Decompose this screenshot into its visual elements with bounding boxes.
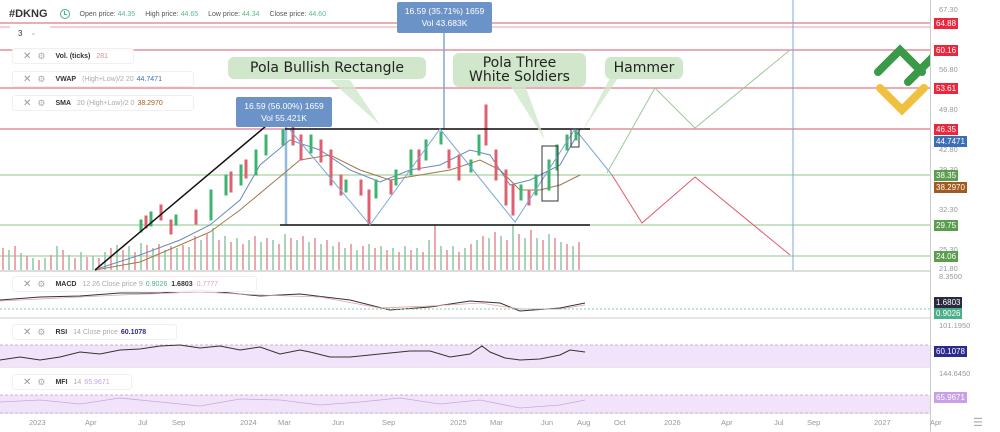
annotation-hammer[interactable]: Hammer (605, 57, 683, 79)
vwap-label: 44.7471 (934, 136, 967, 147)
support-levels (0, 174, 930, 257)
signal-label: 0.9026 (934, 308, 963, 319)
annotation-three-white-soldiers[interactable]: Pola Three White Soldiers (453, 53, 586, 87)
close-price: Close price: 44.60 (269, 10, 326, 18)
legend-rsi: ✕ ⚙ RSI 14 Close price 60.1078 (12, 324, 177, 340)
annotation-bullish-rectangle[interactable]: Pola Bullish Rectangle (228, 57, 426, 79)
timeframe-select[interactable]: 3 ⌄ (10, 26, 50, 40)
legend-macd: ✕ ⚙ MACD 12 26 Close price 9 0.9026 1.6803… (12, 276, 257, 292)
mfi-label: 65.9671 (934, 392, 967, 403)
vwap-line (99, 129, 581, 269)
level-label: 60.16 (934, 45, 959, 56)
legend-volume: ✕ ⚙ Vol. (ticks) 281 (12, 48, 134, 64)
legend-vwap: ✕ ⚙ VWAP (High+Low)/2 20 44.7471 (12, 71, 194, 87)
close-icon[interactable]: ✕ (23, 50, 32, 62)
level-label: 46.35 (934, 124, 959, 135)
candles (139, 104, 578, 235)
gear-icon[interactable]: ⚙ (37, 73, 46, 84)
ticker-symbol[interactable]: #DKNG (9, 8, 48, 20)
level-label: 64.88 (934, 18, 959, 29)
macd-label: 1.6803 (934, 297, 963, 308)
close-icon[interactable]: ✕ (23, 376, 32, 388)
level-label: 38.35 (934, 170, 959, 181)
open-price: Open price: 44.35 (79, 10, 136, 18)
settings-icon[interactable]: ☰ (973, 417, 983, 429)
header-bar: #DKNG Open price: 44.35 High price: 44.6… (0, 0, 930, 28)
low-price: Low price: 44.34 (208, 10, 260, 18)
close-icon[interactable]: ✕ (23, 326, 32, 338)
gear-icon[interactable]: ⚙ (37, 376, 46, 387)
gear-icon[interactable]: ⚙ (37, 97, 46, 108)
measurement-box-2[interactable]: 16.59 (35.71%) 1659 Vol 43.683K (397, 2, 492, 33)
measurement-box-1[interactable]: 16.59 (56.00%) 1659 Vol 55.421K (236, 97, 332, 127)
level-label: 29.75 (934, 220, 959, 231)
legend-mfi: ✕ ⚙ MFI 14 65.9671 (12, 374, 132, 390)
sma-label: 38.2970 (934, 182, 967, 193)
brand-logo (874, 44, 930, 116)
gear-icon[interactable]: ⚙ (37, 326, 46, 337)
chart-canvas[interactable] (0, 0, 930, 432)
close-icon[interactable]: ✕ (23, 278, 32, 290)
gear-icon[interactable]: ⚙ (37, 278, 46, 289)
close-icon[interactable]: ✕ (23, 97, 32, 109)
volume-bars (2, 224, 580, 270)
trendline (94, 109, 286, 271)
rsi-label: 60.1078 (934, 346, 967, 357)
close-icon[interactable]: ✕ (23, 73, 32, 85)
high-price: High price: 44.65 (145, 10, 199, 18)
level-label: 53.61 (934, 83, 959, 94)
price-axis[interactable]: 67.30 56.80 49.80 42.80 39.30 32.30 25.3… (930, 0, 1000, 432)
legend-sma: ✕ ⚙ SMA 20 (High+Low)/2 0 38.2970 (12, 95, 194, 111)
chevron-down-icon: ⌄ (30, 30, 37, 37)
gear-icon[interactable]: ⚙ (37, 50, 46, 61)
clock-icon[interactable] (59, 9, 70, 19)
sma-line (94, 154, 581, 271)
level-label: 24.06 (934, 251, 959, 262)
